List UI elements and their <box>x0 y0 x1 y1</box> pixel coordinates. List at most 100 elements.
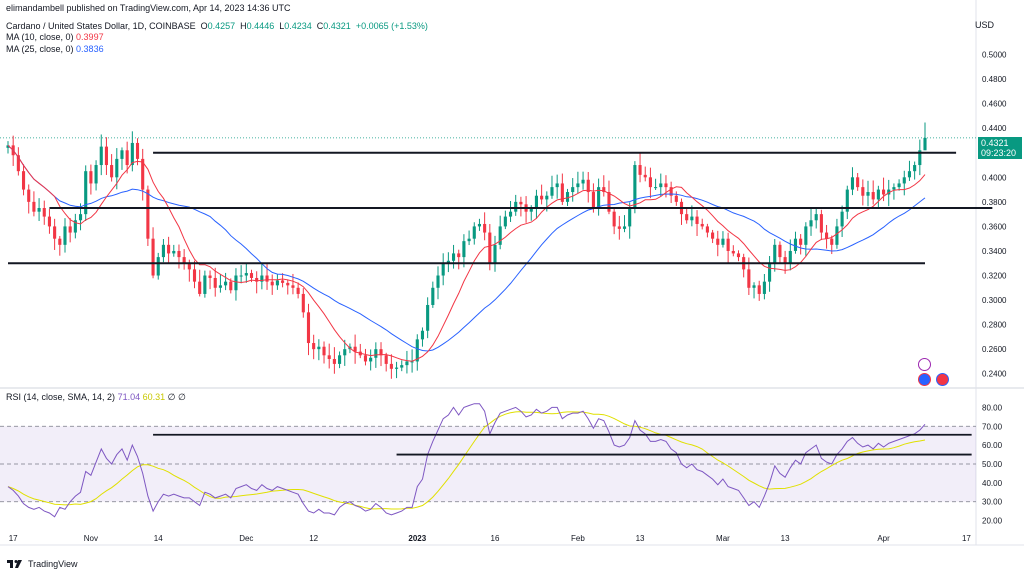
candle-body <box>78 214 83 221</box>
candle-body <box>576 183 580 188</box>
candle-body <box>353 346 357 352</box>
candle-body <box>213 277 217 288</box>
candle-body <box>731 250 735 254</box>
ma25-value: 0.3836 <box>76 44 104 54</box>
candle-body <box>462 241 466 258</box>
candle-body <box>571 187 575 193</box>
ma25-legend[interactable]: MA (25, close, 0) 0.3836 <box>6 44 104 54</box>
candle-body <box>799 238 803 245</box>
candle-body <box>451 253 456 261</box>
rsi-tick-label: 40.00 <box>982 479 1003 488</box>
footer-brand[interactable]: TradingView <box>28 559 78 569</box>
candle-body <box>716 238 720 245</box>
tradingview-logo-icon <box>7 560 22 568</box>
candle-body <box>845 189 849 212</box>
candle-body <box>856 177 860 188</box>
candle-body <box>503 216 507 227</box>
us-flag-icon-2[interactable] <box>936 373 949 386</box>
ma10-value: 0.3997 <box>76 32 104 42</box>
candle-body <box>736 253 741 258</box>
candle-body <box>53 226 57 239</box>
candle-body <box>6 145 10 148</box>
price-tick-label: 0.3200 <box>982 272 1007 281</box>
candle-body <box>224 281 228 286</box>
candle-body <box>229 281 233 291</box>
candle-body <box>16 155 20 172</box>
candle-body <box>695 216 699 224</box>
ma25-line <box>7 145 926 352</box>
time-tick-label: Dec <box>239 534 253 543</box>
candle-body <box>923 137 927 151</box>
candle-body <box>125 150 129 166</box>
candle-body <box>508 211 513 217</box>
candle-body <box>483 223 487 233</box>
high-label: H <box>240 21 247 31</box>
candle-body <box>907 171 912 178</box>
candle-body <box>156 257 160 276</box>
candle-body <box>234 275 238 291</box>
candle-body <box>555 183 559 188</box>
candle-body <box>591 192 595 208</box>
time-tick-label: 2023 <box>408 534 426 543</box>
candle-body <box>690 216 694 221</box>
time-tick-label: 13 <box>781 534 790 543</box>
last-price: 0.4321 <box>981 138 1009 148</box>
candle-body <box>876 189 880 200</box>
rsi-tick-label: 20.00 <box>982 517 1003 526</box>
candle-body <box>177 250 181 258</box>
candle-body <box>892 187 896 190</box>
price-tick-label: 0.3400 <box>982 247 1007 256</box>
rsi-legend[interactable]: RSI (14, close, SMA, 14, 2) 71.04 60.31 … <box>6 392 186 403</box>
candle-body <box>664 183 668 188</box>
candle-body <box>897 183 901 188</box>
candle-body <box>415 339 419 362</box>
time-tick-label: 17 <box>9 534 18 543</box>
candle-body <box>446 260 450 264</box>
rsi-tick-label: 70.00 <box>982 422 1003 431</box>
candle-body <box>467 238 471 242</box>
candle-body <box>700 223 704 227</box>
time-tick-label: Nov <box>84 534 98 543</box>
currency-label: USD <box>974 20 994 30</box>
rsi-ma-line <box>7 411 926 510</box>
candle-body <box>902 177 906 184</box>
candle-body <box>871 192 875 200</box>
candle-body <box>317 346 321 350</box>
us-flag-icon[interactable] <box>918 373 931 386</box>
price-tick-label: 0.4000 <box>982 173 1007 182</box>
candle-body <box>565 192 570 202</box>
candle-body <box>182 257 186 264</box>
time-tick-label: 14 <box>154 534 163 543</box>
candle-body <box>198 281 202 294</box>
candle-body <box>110 165 114 178</box>
candle-body <box>436 275 440 288</box>
time-tick-label: Feb <box>571 534 585 543</box>
price-tick-label: 0.2400 <box>982 370 1007 379</box>
candle-body <box>778 244 782 258</box>
price-tick-label: 0.5000 <box>982 51 1007 60</box>
price-tick-label: 0.4600 <box>982 100 1007 109</box>
candle-body <box>151 238 155 276</box>
change-value: +0.0065 (+1.53%) <box>355 21 428 31</box>
time-tick-label: Mar <box>716 534 730 543</box>
symbol-name[interactable]: Cardano / United States Dollar, 1D, COIN… <box>6 21 196 31</box>
candle-body <box>32 201 36 212</box>
candle-body <box>866 192 870 196</box>
close-label: C <box>316 21 324 31</box>
candle-body <box>249 273 254 278</box>
flash-icon[interactable] <box>918 358 931 371</box>
candle-body <box>405 361 409 366</box>
candle-body <box>768 263 772 282</box>
rsi-extra: ∅ ∅ <box>167 392 186 402</box>
candle-body <box>622 226 627 229</box>
last-price-tag: 0.4321 09:23:20 <box>978 137 1022 159</box>
candle-body <box>187 263 191 270</box>
rsi-line <box>7 403 926 518</box>
ma10-legend[interactable]: MA (10, close, 0) 0.3997 <box>6 32 104 42</box>
main-legend: Cardano / United States Dollar, 1D, COIN… <box>6 21 428 31</box>
candle-body <box>534 195 538 208</box>
low-value: 0.4234 <box>284 21 312 31</box>
candle-body <box>850 177 855 190</box>
candle-body <box>825 232 829 239</box>
